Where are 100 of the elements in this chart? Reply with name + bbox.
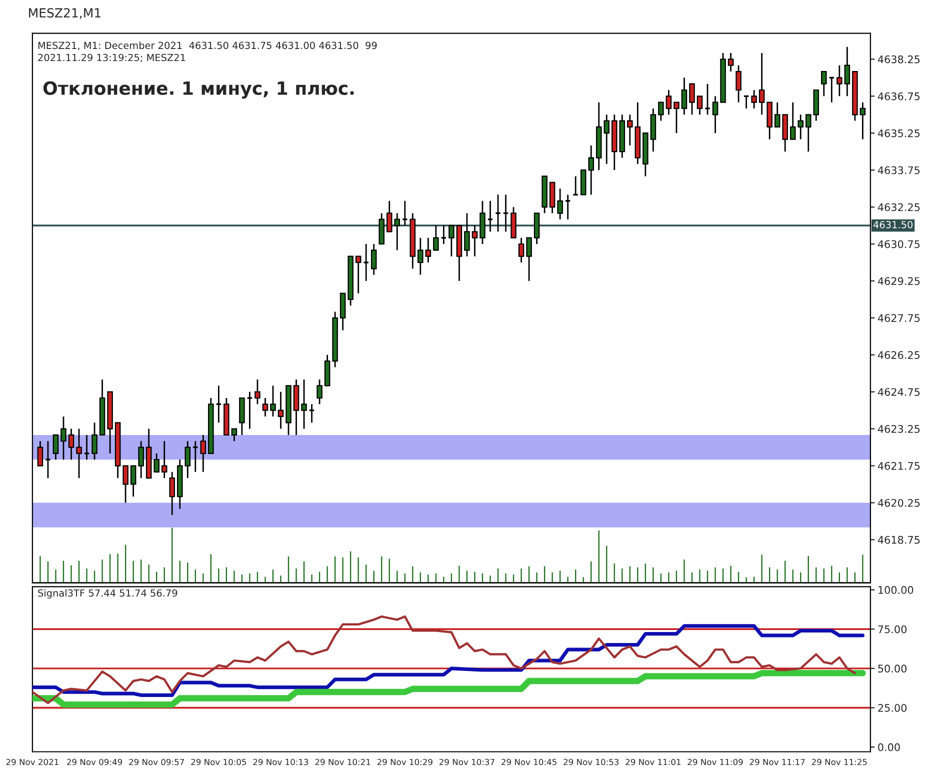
candlestick (370, 243, 377, 276)
candlestick (588, 144, 594, 196)
candlestick (161, 440, 168, 479)
candlestick (627, 114, 633, 146)
candlestick (604, 114, 610, 165)
x-tick-label: 29 Nov 10:05 (191, 758, 246, 766)
candlestick (68, 428, 74, 460)
y-tick-label: 4621.75 (878, 462, 920, 470)
candlestick (418, 237, 424, 276)
x-tick-label: 29 Nov 10:45 (502, 758, 556, 766)
y-tick-label: 4626.25 (878, 351, 920, 359)
candlestick (262, 397, 268, 418)
candlestick (448, 224, 454, 258)
candlestick (728, 52, 734, 72)
candlestick (425, 237, 432, 264)
candlestick (355, 256, 362, 294)
candlestick (798, 114, 804, 140)
x-tick-label: 29 Nov 09:57 (129, 758, 184, 766)
x-tick-label: 29 Nov 10:37 (439, 758, 494, 766)
candlestick (433, 224, 439, 251)
candlestick (231, 428, 238, 442)
x-tick-label: 29 Nov 10:29 (377, 758, 432, 766)
x-tick-label: 29 Nov 09:49 (67, 758, 122, 766)
y-tick-label: 50.00 (878, 664, 907, 673)
candlestick (278, 391, 284, 430)
x-tick-label: 29 Nov 11:01 (626, 758, 681, 766)
candlestick (681, 76, 688, 116)
candlestick (37, 440, 44, 466)
candlestick (464, 212, 470, 258)
candlestick (44, 440, 52, 479)
candlestick (774, 102, 780, 128)
candlestick (92, 422, 98, 460)
candlestick (790, 102, 796, 140)
candlestick (557, 188, 563, 220)
x-tick-label: 29 Nov 11:17 (750, 758, 805, 766)
candlestick (52, 434, 59, 460)
y-tick-label: 4638.25 (878, 55, 920, 64)
x-tick-label: 29 Nov 11:25 (812, 758, 867, 766)
candlestick (362, 243, 370, 282)
candlestick (84, 434, 90, 460)
y-tick-label: 4633.75 (878, 166, 920, 174)
y-tick-label: 4632.25 (878, 203, 920, 212)
candlestick (154, 452, 160, 473)
candlestick (60, 416, 66, 460)
x-tick-label: 29 Nov 10:21 (315, 758, 370, 766)
y-tick-label: 4630.75 (878, 240, 920, 248)
y-tick-label: 4635.25 (878, 129, 920, 138)
candlestick (386, 200, 392, 232)
candlestick (169, 471, 175, 516)
candlestick (254, 378, 260, 405)
candlestick (712, 95, 718, 134)
y-tick-label: 4629.25 (878, 277, 920, 286)
candlestick (751, 89, 757, 110)
y-tick-label: 25.00 (878, 704, 907, 712)
candlestick (689, 83, 695, 116)
candlestick (246, 391, 253, 430)
candlestick (758, 52, 765, 116)
candlestick (518, 237, 524, 264)
text: MESZ21, M1: December 2021 4631.50 4631.75 4631.00 4631.50 99 (38, 42, 377, 50)
y-tick-label: 100.00 (878, 586, 914, 594)
candlestick (526, 237, 532, 282)
y-tick-label: 4620.25 (878, 498, 920, 507)
candlestick (836, 64, 842, 97)
candlestick (844, 46, 850, 97)
candlestick (130, 465, 136, 498)
candlestick (472, 224, 478, 258)
annotation: Отклонение. 1 минус, 1 плюс. (43, 81, 354, 99)
candlestick (805, 114, 812, 152)
candlestick (674, 102, 680, 134)
candlestick (122, 465, 128, 504)
y-tick-label: 4627.75 (878, 314, 920, 322)
candlestick (138, 440, 144, 479)
candlestick (301, 378, 307, 430)
line-series (32, 615, 856, 704)
line-series (32, 624, 864, 697)
candlestick (860, 102, 866, 140)
candlestick (270, 384, 276, 418)
y-tick-label: 4618.75 (878, 536, 920, 544)
ref-line-label: 4631.50 (873, 220, 913, 228)
annotation: 2021.11.29 13:19:25; MESZ21 (38, 54, 186, 62)
candlestick (316, 378, 322, 405)
x-tick-label: 29 Nov 10:13 (253, 758, 308, 766)
x-tick-label: 29 Nov 2021 (6, 758, 58, 766)
x-tick-label: 29 Nov 10:53 (564, 758, 619, 766)
candlestick (696, 95, 703, 116)
candlestick (704, 83, 711, 116)
x-tick-label: 29 Nov 11:09 (688, 758, 743, 766)
candlestick (394, 212, 400, 251)
chart-title: MESZ21,M1 (29, 8, 100, 19)
y-tick-label: 0.00 (878, 743, 900, 752)
candlestick (76, 428, 82, 479)
candlestick (658, 102, 664, 122)
y-tick-label: 4623.25 (878, 425, 920, 433)
y-tick-label: 75.00 (878, 625, 907, 634)
candlestick (821, 70, 827, 97)
candlestick (736, 64, 742, 104)
candlestick (494, 194, 502, 232)
y-tick-label: 4624.75 (878, 388, 920, 396)
y-tick-label: 4636.75 (878, 92, 920, 100)
candlestick (666, 89, 672, 116)
